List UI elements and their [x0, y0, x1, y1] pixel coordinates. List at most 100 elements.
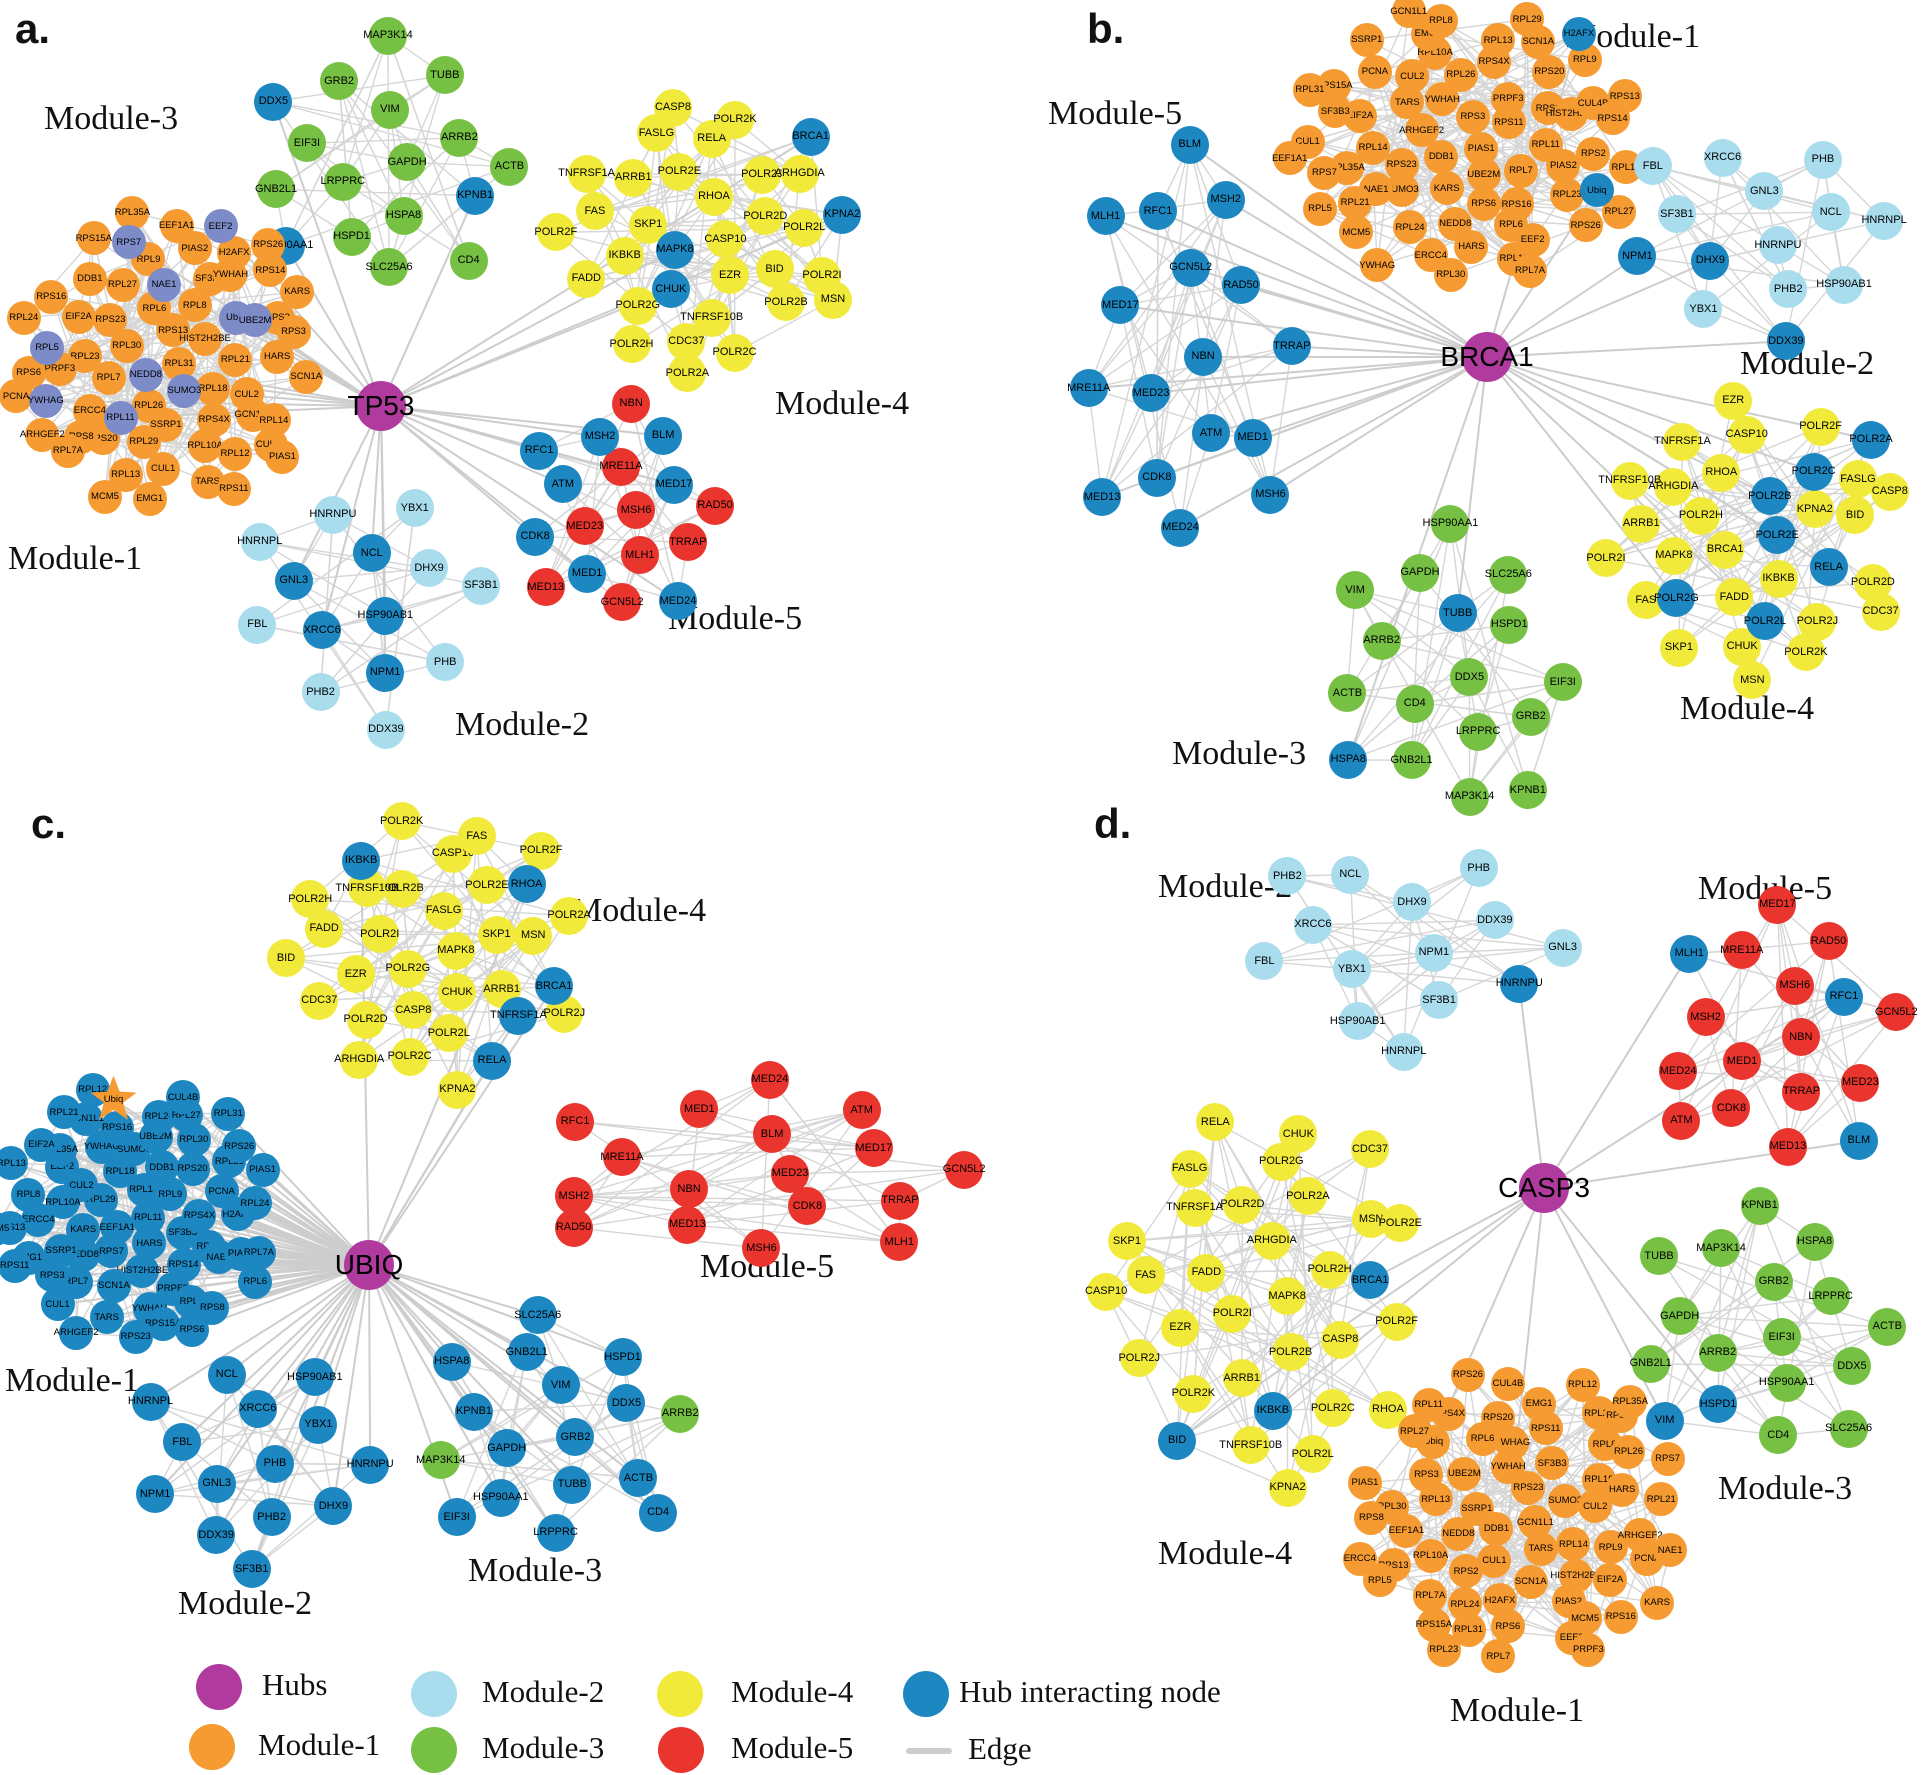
gene-label: UBE2M: [1467, 169, 1501, 181]
gene-node: SCN1A: [1513, 1565, 1548, 1600]
gene-node: ACTB: [619, 1459, 658, 1498]
gene-label: TNFRSF1A: [490, 1009, 547, 1022]
gene-node: EIF3I: [437, 1498, 476, 1537]
gene-node: RFC1: [1824, 977, 1863, 1016]
gene-label: YWHAG: [1494, 1437, 1531, 1449]
gene-label: EZR: [1169, 1321, 1192, 1334]
gene-label: RPL8: [182, 299, 207, 311]
gene-node: RPS3: [1455, 99, 1490, 134]
gene-label: DDX39: [1477, 913, 1513, 926]
gene-label: CDK8: [1142, 471, 1172, 484]
gene-label: PRPF3: [1492, 93, 1524, 104]
gene-label: YWHAH: [212, 269, 249, 281]
gene-label: FADD: [571, 272, 601, 285]
gene-label: POLR2H: [288, 892, 333, 905]
gene-label: HSP90AA1: [1758, 1376, 1815, 1389]
gene-node: PCNA: [0, 379, 34, 414]
gene-label: RPS23: [120, 1330, 151, 1342]
gene-label: CD4: [1403, 697, 1426, 710]
gene-label: NBN: [1191, 350, 1215, 363]
legend-swatch-2: [657, 1671, 703, 1717]
gene-label: MCM5: [90, 491, 119, 503]
gene-label: CDC37: [1351, 1142, 1389, 1155]
gene-node: VIM: [1645, 1401, 1684, 1440]
gene-node: POLR2F: [520, 831, 562, 870]
gene-label: RPL8: [1592, 1438, 1617, 1450]
gene-label: POLR2E: [657, 165, 702, 178]
gene-node: RPL10A: [187, 428, 223, 463]
gene-label: TUBB: [430, 68, 460, 81]
gene-label: FBL: [247, 618, 268, 631]
gene-label: NAE1: [151, 278, 177, 290]
gene-label: YBX1: [1689, 302, 1718, 315]
gene-label: POLR2K: [1171, 1387, 1216, 1400]
gene-label: RPL7A: [52, 445, 84, 457]
gene-label: TARS: [1395, 96, 1420, 108]
gene-node: RPS6: [175, 1313, 210, 1348]
gene-node: GRB2: [556, 1418, 595, 1457]
gene-label: BRCA1: [1706, 543, 1744, 556]
gene-node: CDC37: [1861, 592, 1900, 631]
gene-node: GAPDH: [1401, 553, 1440, 592]
gene-node: MRE11A: [1067, 369, 1110, 408]
gene-node: HIST2H2BE: [116, 1254, 168, 1289]
gene-node: RPL27: [105, 267, 140, 302]
gene-label: CD4: [1767, 1428, 1790, 1441]
gene-label: RPL21: [220, 354, 250, 366]
gene-label: ACTB: [494, 160, 525, 173]
gene-node: CUL1: [1477, 1543, 1512, 1578]
gene-label: Ubiq: [1423, 1435, 1444, 1447]
gene-label: RHOA: [1705, 466, 1738, 479]
gene-label: LRPPRC: [533, 1526, 578, 1539]
gene-label: ARHGEF2: [1617, 1529, 1663, 1541]
gene-label: FAS: [1635, 593, 1657, 606]
gene-node: RHOA: [694, 177, 733, 216]
gene-label: RPS23: [1386, 159, 1417, 171]
gene-label: DDX39: [368, 723, 404, 736]
gene-label: RPL21: [49, 1106, 79, 1118]
gene-label: RPS2: [265, 312, 290, 324]
gene-label: EEF1A1: [1271, 152, 1308, 164]
gene-label: RPL23: [1429, 1644, 1459, 1656]
gene-node: KARS: [1640, 1585, 1674, 1620]
gene-label: XRCC6: [1294, 918, 1332, 931]
gene-node: CASP8: [654, 88, 693, 127]
gene-label: NCL: [1339, 868, 1362, 881]
gene-node: MED24: [1161, 508, 1200, 547]
gene-node: BID: [755, 250, 794, 289]
gene-node: MED13: [526, 568, 565, 607]
gene-label: MED1: [1237, 431, 1269, 444]
gene-node: BLM: [1170, 125, 1209, 164]
gene-node: EMG1: [132, 481, 167, 516]
gene-node: TRRAP: [880, 1181, 919, 1220]
gene-label: VIM: [1654, 1414, 1675, 1427]
gene-label: SUMO3: [1384, 183, 1419, 195]
gene-node: RPS20: [1481, 1400, 1516, 1435]
gene-node: POLR2I: [360, 915, 399, 954]
gene-label: FBL: [1642, 159, 1663, 172]
module-label-module-3: Module-3: [1718, 1470, 1853, 1507]
gene-label: ARHGEF2: [53, 1327, 99, 1339]
gene-label: ARRB1: [483, 982, 520, 995]
gene-label: EMG1: [136, 493, 164, 505]
gene-label: IKBKB: [344, 854, 378, 867]
gene-node: EMG1: [1522, 1386, 1557, 1421]
gene-node: RPL11: [1411, 1387, 1446, 1422]
gene-node: CDK8: [1137, 458, 1176, 497]
gene-node: RELA: [1196, 1103, 1235, 1142]
gene-label: CD4: [457, 254, 480, 267]
gene-node: RPS7: [1307, 155, 1342, 190]
gene-label: H2AFX: [1484, 1594, 1516, 1606]
gene-node: MCM5: [87, 480, 122, 515]
gene-label: CHUK: [1282, 1127, 1314, 1140]
gene-label: RPL13: [1421, 1493, 1451, 1505]
module-label-module-1: Module-1: [5, 1362, 140, 1399]
gene-node: NCL: [1331, 855, 1370, 894]
gene-node: EIF3I: [1543, 663, 1582, 702]
gene-node: GNL3: [274, 561, 313, 600]
gene-node: CASP10: [704, 220, 747, 259]
gene-node: MAPK8: [1654, 536, 1693, 575]
gene-node: EEF2: [203, 209, 238, 244]
gene-label: LRPPRC: [1808, 1289, 1853, 1302]
